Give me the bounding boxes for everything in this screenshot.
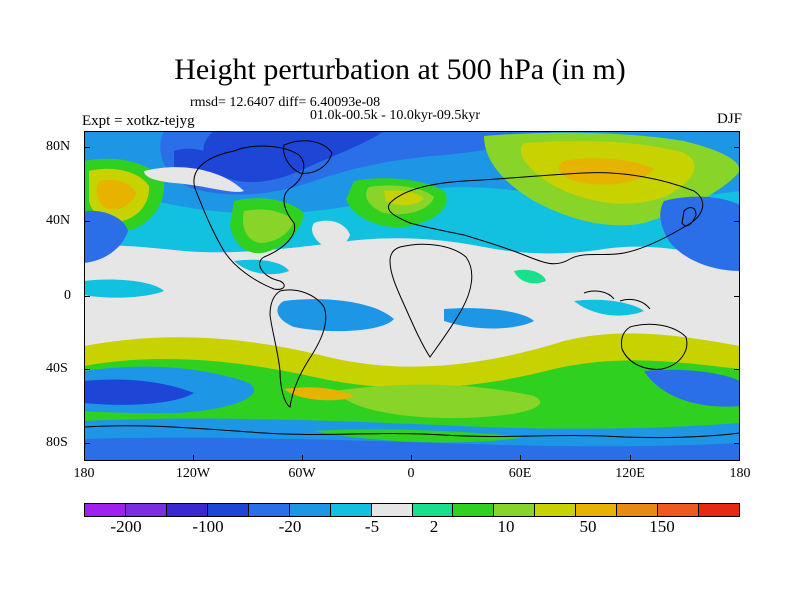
xtick-0 xyxy=(411,455,412,461)
colorbar-segment-2 xyxy=(166,504,208,516)
npacific-west-blue xyxy=(84,210,128,263)
coastlines xyxy=(84,140,740,439)
colorbar-segment-10 xyxy=(494,504,536,516)
se-blue-patch xyxy=(644,369,740,407)
tropical-cyan-patch xyxy=(574,299,644,316)
colorbar-segment-4 xyxy=(248,504,290,516)
lat-label-40n: 40N xyxy=(46,213,71,228)
colorbar-label-m20: -20 xyxy=(278,517,302,536)
colorbar-label-m5: -5 xyxy=(364,517,380,536)
colorbar-segment-5 xyxy=(289,504,331,516)
coast-indonesia xyxy=(583,290,651,310)
xtick-120w xyxy=(193,455,194,461)
lon-label-60w: 60W xyxy=(288,466,316,481)
caribbean-cyan xyxy=(234,259,289,275)
tropical-cyan-pacific xyxy=(84,279,164,298)
coast-greenland xyxy=(283,140,333,174)
tropical-blue-atlantic xyxy=(277,299,394,332)
pacific-orange xyxy=(96,179,136,210)
namerica-lgreen xyxy=(242,209,294,243)
ytick-0 xyxy=(84,296,90,297)
lat-label-80n: 80N xyxy=(46,139,71,154)
colorbar-label-m200: -200 xyxy=(110,517,142,536)
colorbar-segment-12 xyxy=(576,504,618,516)
colorbar-segment-7 xyxy=(371,504,413,516)
lon-label-120w: 120W xyxy=(175,466,211,481)
lon-label-180w: 180 xyxy=(73,466,95,481)
lon-label-60e: 60E xyxy=(508,466,532,481)
colorbar-label-2: 2 xyxy=(429,517,439,536)
ytick-80n xyxy=(84,147,90,148)
colorbar-label-150: 150 xyxy=(649,517,675,536)
coast-antarctica xyxy=(84,425,740,439)
colorbar-segment-13 xyxy=(617,504,659,516)
ytick-80s xyxy=(84,443,90,444)
antarctic-inner xyxy=(84,437,740,461)
coast-samerica xyxy=(269,289,327,408)
lon-label-120e: 120E xyxy=(615,466,645,481)
ytick-40s-right xyxy=(734,369,740,370)
colorbar-label-50: 50 xyxy=(579,517,597,536)
southern-orange-patch xyxy=(284,387,354,401)
npacific-east-blue xyxy=(660,196,740,271)
northern-dblue-core xyxy=(203,131,384,183)
experiment-label: Expt = xotkz-tejyg xyxy=(82,113,195,129)
southern-lgreen-band xyxy=(334,384,541,419)
coast-namerica xyxy=(193,145,305,290)
coast-japan xyxy=(681,207,697,227)
stats-subtitle: rmsd= 12.6407 diff= 6.40093e-08 xyxy=(190,95,381,110)
xtick-60w xyxy=(302,455,303,461)
colorbar-segment-14 xyxy=(658,504,700,516)
colorbar-label-10: 10 xyxy=(497,517,515,536)
ytick-0-right xyxy=(734,296,740,297)
tropical-green-africa xyxy=(514,269,546,284)
colorbar-label-m100: -100 xyxy=(192,517,224,536)
coast-australia xyxy=(621,323,688,370)
atlantic-white-gap xyxy=(312,220,350,248)
coast-africa xyxy=(389,243,473,358)
lon-label-180e: 180 xyxy=(729,466,751,481)
lat-label-80s: 80S xyxy=(46,435,68,450)
lat-label-0: 0 xyxy=(64,288,71,303)
ytick-80s-right xyxy=(734,443,740,444)
siberian-orange xyxy=(558,158,654,185)
period-subtitle: 01.0k-00.5k - 10.0kyr-09.5kyr xyxy=(310,108,481,123)
southern-dblue-patch xyxy=(84,379,194,405)
colorbar-segment-9 xyxy=(453,504,495,516)
height-anomaly-map xyxy=(84,131,740,461)
lat-label-40s: 40S xyxy=(46,361,68,376)
tropical-blue-indian xyxy=(444,308,534,329)
ytick-40n xyxy=(84,221,90,222)
colorbar-segment-3 xyxy=(207,504,249,516)
ytick-80n-right xyxy=(734,147,740,148)
ytick-40n-right xyxy=(734,221,740,222)
xtick-60e xyxy=(520,455,521,461)
ytick-40s xyxy=(84,369,90,370)
xtick-120e xyxy=(630,455,631,461)
colorbar-segment-8 xyxy=(412,504,454,516)
season-label: DJF xyxy=(716,111,742,127)
coast-eurasia xyxy=(388,172,704,265)
colorbar-segment-1 xyxy=(125,504,167,516)
colorbar-segment-15 xyxy=(699,504,739,516)
south-pole-green xyxy=(314,429,524,443)
plot-title: Height perturbation at 500 hPa (in m) xyxy=(174,53,626,86)
europe-yg xyxy=(384,190,424,206)
lon-label-0: 0 xyxy=(407,466,415,481)
colorbar xyxy=(84,503,740,517)
colorbar-segment-6 xyxy=(330,504,372,516)
colorbar-segment-11 xyxy=(535,504,577,516)
map-plot-area xyxy=(84,131,740,461)
colorbar-segment-0 xyxy=(85,504,126,516)
